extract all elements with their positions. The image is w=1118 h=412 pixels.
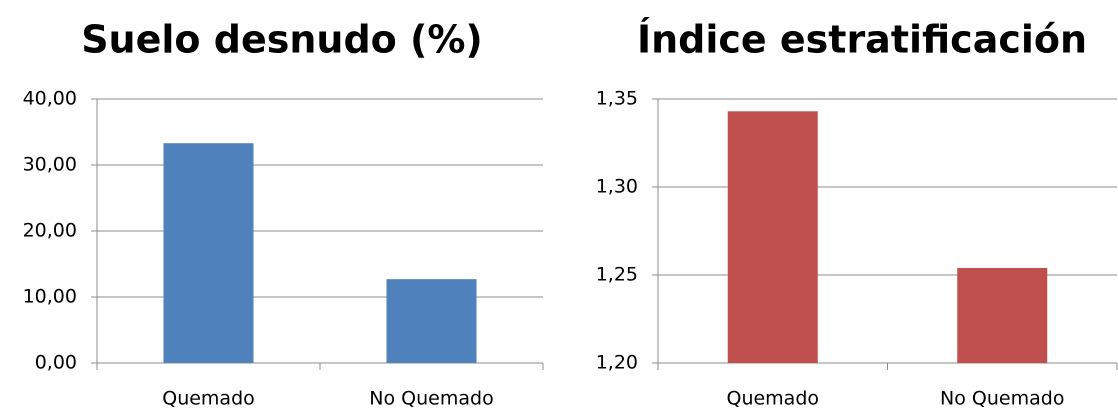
- y-tick-label: 1,25: [596, 264, 638, 286]
- y-tick-label: 1,35: [596, 88, 638, 110]
- bar: [957, 267, 1048, 363]
- y-tick-label: 40,00: [23, 88, 77, 110]
- y-tick-label: 20,00: [23, 220, 77, 242]
- y-tick-label: 10,00: [23, 286, 77, 308]
- chart-title: Suelo desnudo (%): [81, 18, 483, 62]
- y-tick-label: 30,00: [23, 154, 77, 176]
- x-tick-label: Quemado: [726, 388, 819, 410]
- x-tick-label: No Quemado: [369, 388, 493, 410]
- bar: [386, 279, 477, 363]
- x-tick-label: No Quemado: [940, 388, 1064, 410]
- x-tick-label: Quemado: [162, 388, 255, 410]
- y-tick-label: 0,00: [35, 352, 77, 374]
- y-tick-label: 1,20: [596, 352, 638, 374]
- bar: [163, 143, 254, 363]
- bar: [727, 111, 818, 363]
- chart-title: Índice estratificación: [637, 18, 1087, 62]
- y-tick-label: 1,30: [596, 176, 638, 198]
